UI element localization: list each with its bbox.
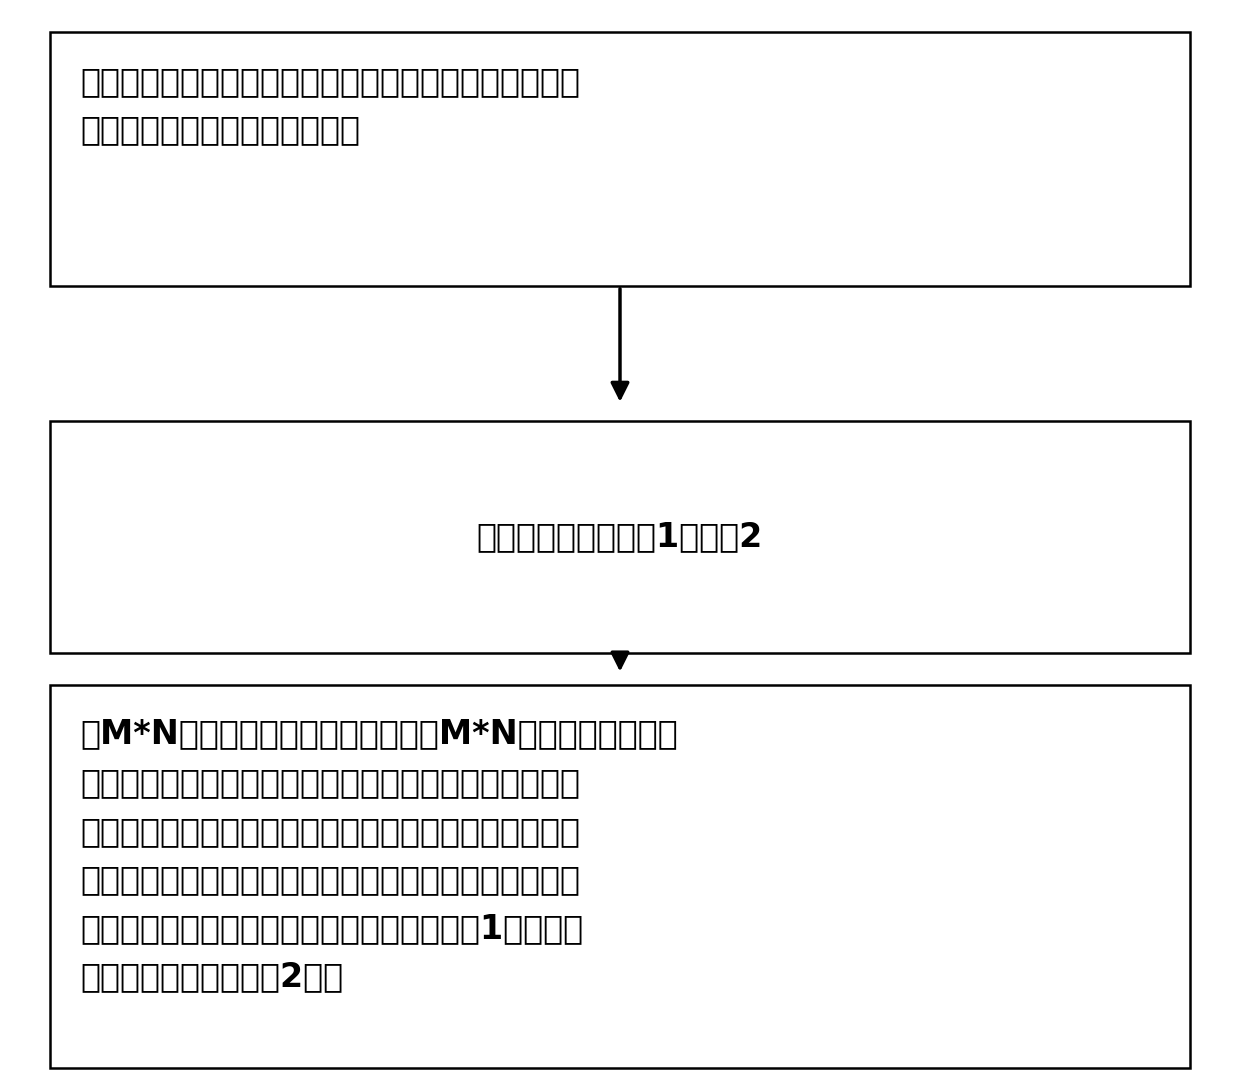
Bar (50, 685, 1190, 1068)
Text: 制备微流体控制单元，所述微流体控制单元包括微流体通
道器件、薄膜晶体管器件、电容: 制备微流体控制单元，所述微流体控制单元包括微流体通 道器件、薄膜晶体管器件、电容 (81, 65, 580, 147)
Bar (50, 421, 1190, 653)
Text: 将M*N个所述微流体控制单元排列成M*N阵列，所述阵列中
，每一行，所有薄膜晶体管器件的栅电极连接，并与对应
的行控制信号连接；每一列，所有薄膜晶体管器件的源电: 将M*N个所述微流体控制单元排列成M*N阵列，所述阵列中 ，每一行，所有薄膜晶体… (81, 718, 678, 994)
Text: 按预设需求选取电源1、电源2: 按预设需求选取电源1、电源2 (477, 520, 763, 554)
Bar (50, 32, 1190, 286)
